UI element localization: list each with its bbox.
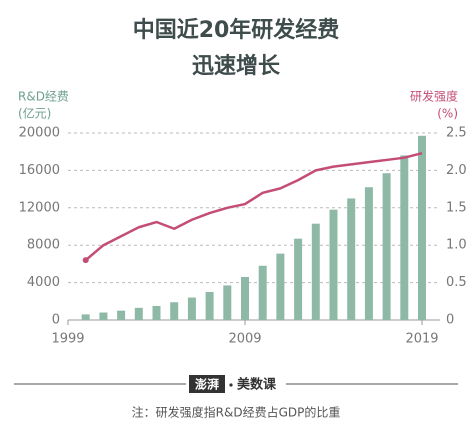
bar — [258, 265, 267, 320]
y-tick-label: 8000 — [27, 238, 60, 253]
bar — [117, 310, 126, 320]
chart-title: 中国近20年研发经费 — [133, 17, 340, 43]
bar — [382, 173, 391, 320]
bar — [311, 223, 320, 320]
bar — [223, 285, 232, 320]
bar — [347, 198, 356, 320]
bar — [152, 305, 161, 320]
bar — [205, 291, 214, 320]
x-tick-label: 1999 — [51, 332, 84, 347]
footnote: 注：研发强度指R&D经费占GDP的比重 — [132, 405, 341, 420]
y2-tick-label: 2.0 — [446, 163, 467, 178]
y-tick-label: 16000 — [19, 163, 60, 178]
y-tick-label: 4000 — [27, 275, 60, 290]
bar — [294, 238, 303, 320]
x-tick-label: 2019 — [405, 332, 438, 347]
bar — [170, 302, 179, 320]
y2-tick-label: 0 — [446, 313, 454, 328]
bar — [364, 187, 373, 320]
bar — [400, 155, 409, 320]
y-tick-label: 20000 — [19, 126, 60, 141]
bar — [241, 276, 249, 320]
logo: 澎湃 — [195, 377, 219, 392]
y2-axis-title: 研发强度 — [410, 89, 458, 104]
x-tick-label: 2009 — [228, 332, 261, 347]
logo-box — [189, 375, 225, 393]
bar — [99, 312, 108, 320]
bar — [329, 209, 338, 320]
y-axis-title: (亿元) — [18, 106, 51, 121]
bar — [187, 297, 196, 320]
y2-tick-label: 0.5 — [446, 275, 467, 290]
y2-tick-label: 2.5 — [446, 126, 467, 141]
y2-tick-label: 1.5 — [446, 200, 467, 215]
line — [84, 151, 423, 262]
logo: 美数课 — [237, 377, 277, 393]
bar — [418, 135, 426, 320]
y2-tick-label: 1.0 — [446, 238, 467, 253]
logo-dot — [229, 383, 233, 387]
chart-title: 迅速增长 — [192, 53, 281, 79]
bar — [81, 314, 90, 320]
line-start-dot — [82, 257, 89, 264]
y2-axis-title: (%) — [437, 107, 458, 121]
y-tick-label: 0 — [52, 313, 60, 328]
bar — [134, 307, 143, 320]
y-tick-label: 12000 — [19, 200, 60, 215]
y-axis-title: R&D经费 — [18, 90, 69, 104]
bar — [276, 253, 285, 320]
